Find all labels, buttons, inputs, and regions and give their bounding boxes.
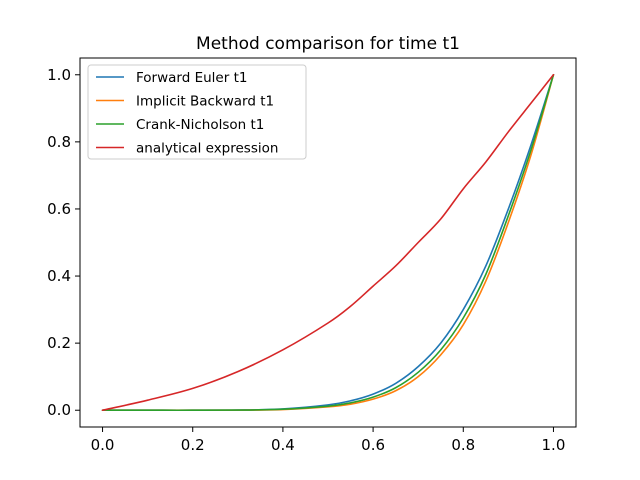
series-lines <box>101 73 555 412</box>
y-tick-label: 0.8 <box>47 133 71 151</box>
legend-label: Forward Euler t1 <box>136 70 247 86</box>
x-tick-label: 0.6 <box>361 436 385 454</box>
x-tick-label: 0.0 <box>91 436 115 454</box>
series-line-analytical-expression <box>101 73 555 412</box>
legend-label: Implicit Backward t1 <box>136 94 274 110</box>
series-line-crank-nicholson-t1 <box>101 73 555 412</box>
legend: Forward Euler t1 Implicit Backward t1 Cran… <box>87 64 307 160</box>
legend-label: analytical expression <box>136 141 278 157</box>
y-tick-label: 1.0 <box>47 66 71 84</box>
x-tick-label: 0.4 <box>271 436 295 454</box>
chart-title: Method comparison for time t1 <box>196 34 460 54</box>
y-tick-label: 0.2 <box>47 334 71 352</box>
legend-box <box>87 64 307 160</box>
plot-area: 0.0 0.2 0.4 0.6 0.8 1.0 0.0 0.2 0.4 0.6 0.8 1.0 <box>47 57 577 454</box>
y-tick-label: 0.6 <box>47 200 71 218</box>
x-tick-label: 1.0 <box>542 436 566 454</box>
x-tick-label: 0.2 <box>181 436 205 454</box>
y-tick-label: 0.0 <box>47 401 71 419</box>
x-tick-label: 0.8 <box>451 436 475 454</box>
y-tick-label: 0.4 <box>47 267 71 285</box>
axes-frame <box>79 57 577 428</box>
legend-label: Crank-Nicholson t1 <box>136 117 264 133</box>
